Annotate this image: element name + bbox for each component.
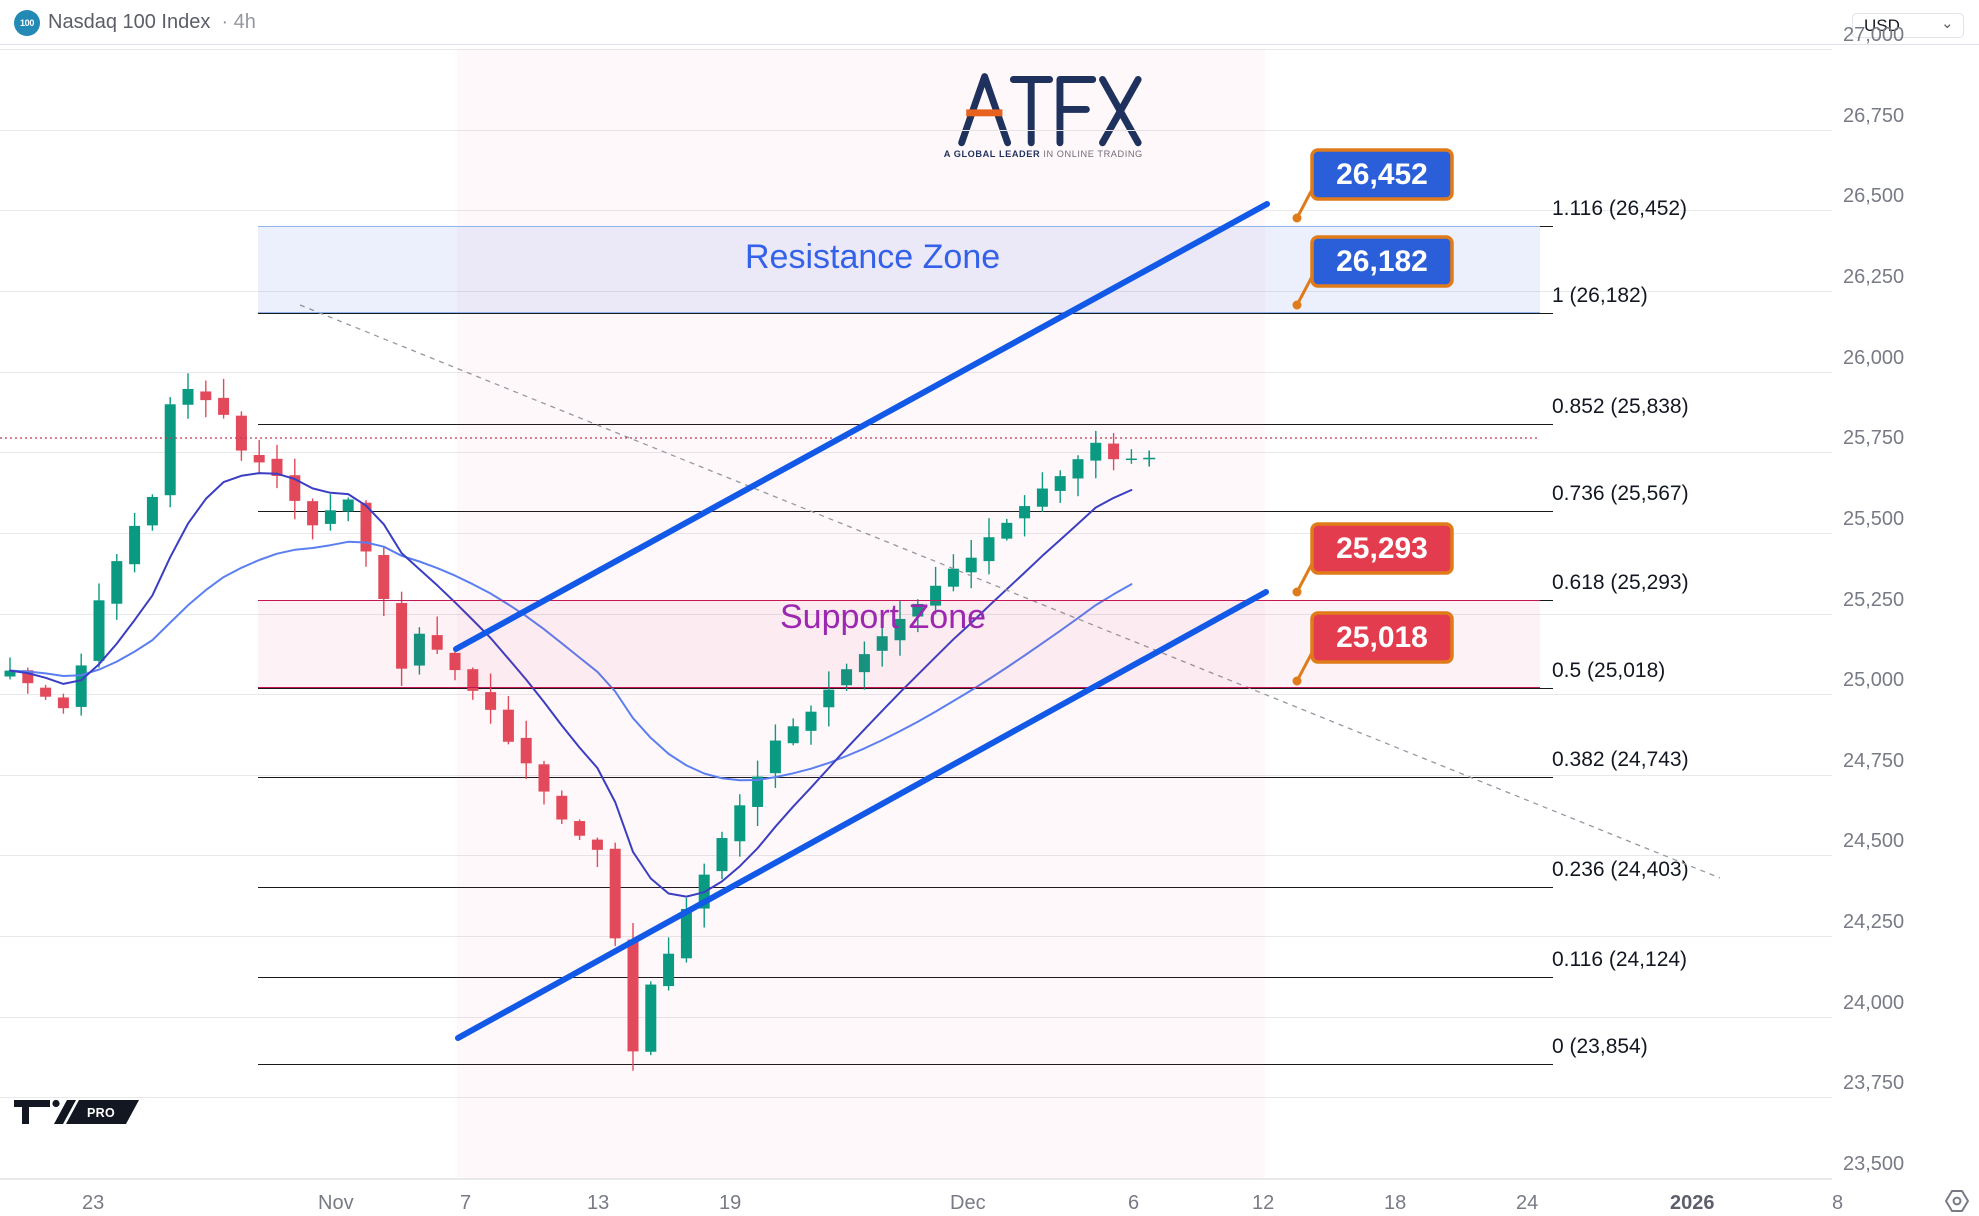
svg-text:25,018: 25,018 [1336, 621, 1428, 654]
svg-text:25,293: 25,293 [1336, 532, 1428, 565]
svg-text:26,182: 26,182 [1336, 245, 1428, 278]
svg-text:26,452: 26,452 [1336, 158, 1428, 191]
